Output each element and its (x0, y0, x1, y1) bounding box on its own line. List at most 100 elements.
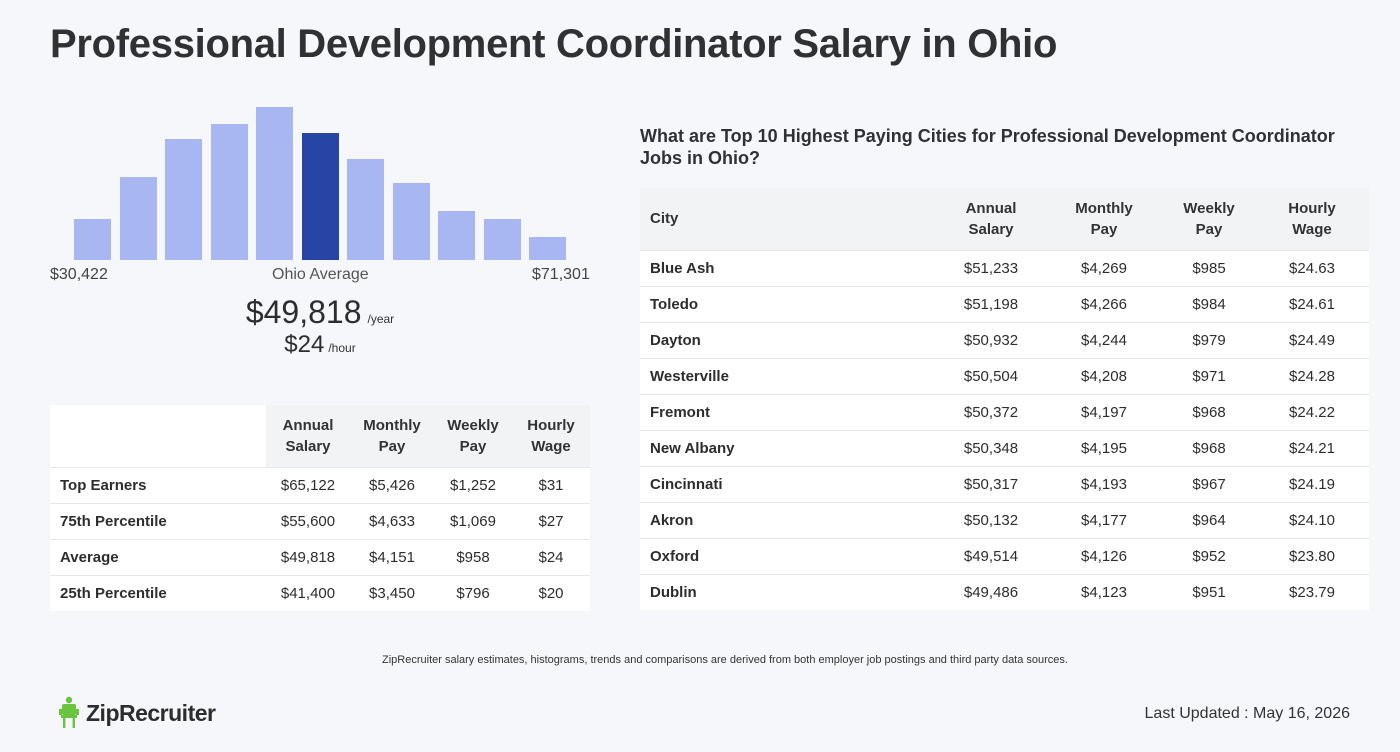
column-header: City (640, 188, 937, 250)
table-cell: $20 (512, 574, 590, 611)
table-cell: $968 (1163, 429, 1255, 466)
table-cell: $24.63 (1255, 249, 1369, 286)
table-cell: $55,600 (266, 502, 350, 539)
column-header: Annual Salary (937, 188, 1045, 250)
table-cell: $985 (1163, 249, 1255, 286)
histogram-bar (119, 177, 157, 260)
table-cell: $24.22 (1255, 393, 1369, 430)
row-label: Westerville (640, 357, 937, 394)
average-annual-unit: /year (367, 312, 395, 326)
table-cell: $49,818 (266, 538, 350, 575)
histogram-bar-average (301, 133, 339, 260)
histogram-bar (392, 183, 430, 260)
table-cell: $51,198 (937, 285, 1045, 322)
table-cell: $4,126 (1045, 537, 1163, 574)
row-label: New Albany (640, 429, 937, 466)
table-cell: $971 (1163, 357, 1255, 394)
data-source-footnote: ZipRecruiter salary estimates, histogram… (382, 654, 1068, 666)
table-cell: $4,123 (1045, 573, 1163, 610)
table-cell: $49,486 (937, 573, 1045, 610)
table-cell: $4,208 (1045, 357, 1163, 394)
histogram-bar (529, 237, 566, 260)
histogram-bar (483, 219, 521, 260)
table-cell: $4,197 (1045, 393, 1163, 430)
table-cell: $984 (1163, 285, 1255, 322)
column-header: Hourly Wage (1255, 188, 1369, 250)
table-cell: $952 (1163, 537, 1255, 574)
column-header (50, 405, 266, 467)
table-cell: $967 (1163, 465, 1255, 502)
table-cell: $951 (1163, 573, 1255, 610)
table-cell: $968 (1163, 393, 1255, 430)
row-label: Blue Ash (640, 249, 937, 286)
column-header: Monthly Pay (350, 405, 434, 467)
table-cell: $31 (512, 466, 590, 503)
city-row: Cincinnati $50,317 $4,193 $967 $24.19 (640, 465, 1369, 502)
table-cell: $24.49 (1255, 321, 1369, 358)
table-cell: $24 (512, 538, 590, 575)
table-cell: $41,400 (266, 574, 350, 611)
table-cell: $50,132 (937, 501, 1045, 538)
city-row: Westerville $50,504 $4,208 $971 $24.28 (640, 357, 1369, 394)
histogram-bar (256, 107, 293, 260)
table-cell: $24.10 (1255, 501, 1369, 538)
column-header: Weekly Pay (1163, 188, 1255, 250)
table-cell: $50,317 (937, 465, 1045, 502)
table-cell: $4,193 (1045, 465, 1163, 502)
row-label: Fremont (640, 393, 937, 430)
city-row: Blue Ash $51,233 $4,269 $985 $24.63 (640, 249, 1369, 286)
table-cell: $4,151 (350, 538, 434, 575)
table-cell: $65,122 (266, 466, 350, 503)
row-label: Dayton (640, 321, 937, 358)
table-cell: $27 (512, 502, 590, 539)
average-hourly-unit: /hour (328, 341, 356, 355)
city-row: Toledo $51,198 $4,266 $984 $24.61 (640, 285, 1369, 322)
average-hourly-wage: $24/hour (0, 331, 640, 359)
ziprecruiter-logo[interactable]: ZipRecruiter (58, 696, 216, 730)
table-cell: $49,514 (937, 537, 1045, 574)
percentile-salary-table: Annual Salary Monthly Pay Weekly Pay Hourly Wag… (50, 405, 590, 611)
table-cell: $24.19 (1255, 465, 1369, 502)
table-cell: $51,233 (937, 249, 1045, 286)
table-cell: $50,504 (937, 357, 1045, 394)
row-label: Cincinnati (640, 465, 937, 502)
histogram-min-label: $30,422 (50, 266, 108, 283)
column-header: Weekly Pay (434, 405, 512, 467)
city-row: Akron $50,132 $4,177 $964 $24.10 (640, 501, 1369, 538)
top-cities-table: City Annual Salary Monthly Pay Weekly Pay Hourl… (640, 188, 1369, 610)
histogram-bar (165, 139, 202, 260)
table-cell: $23.79 (1255, 573, 1369, 610)
table-cell: $1,069 (434, 502, 512, 539)
row-label: Toledo (640, 285, 937, 322)
average-annual-salary: $49,818/year (0, 294, 640, 331)
table-cell: $50,348 (937, 429, 1045, 466)
row-label: Akron (640, 501, 937, 538)
table-cell: $4,266 (1045, 285, 1163, 322)
histogram-max-label: $71,301 (532, 266, 590, 283)
average-hourly-value: $24 (284, 331, 325, 358)
table-cell: $979 (1163, 321, 1255, 358)
table-cell: $24.21 (1255, 429, 1369, 466)
table-cell: $50,932 (937, 321, 1045, 358)
table-cell: $24.61 (1255, 285, 1369, 322)
average-annual-value: $49,818 (245, 294, 362, 330)
row-label: Average (50, 538, 266, 575)
city-row: New Albany $50,348 $4,195 $968 $24.21 (640, 429, 1369, 466)
table-row: 75th Percentile $55,600 $4,633 $1,069 $27 (50, 502, 590, 539)
last-updated: Last Updated : May 16, 2026 (1144, 705, 1350, 722)
row-label: Dublin (640, 573, 937, 610)
row-label: 25th Percentile (50, 574, 266, 611)
column-header: Hourly Wage (512, 405, 590, 467)
table-cell: $964 (1163, 501, 1255, 538)
column-header: Annual Salary (266, 405, 350, 467)
city-row: Dayton $50,932 $4,244 $979 $24.49 (640, 321, 1369, 358)
table-cell: $23.80 (1255, 537, 1369, 574)
page-title: Professional Development Coordinator Sal… (50, 22, 1058, 66)
city-row: Dublin $49,486 $4,123 $951 $23.79 (640, 573, 1369, 610)
top-cities-heading: What are Top 10 Highest Paying Cities fo… (640, 126, 1335, 168)
table-cell: $24.28 (1255, 357, 1369, 394)
table-cell: $796 (434, 574, 512, 611)
row-label: Top Earners (50, 466, 266, 503)
column-header: Monthly Pay (1045, 188, 1163, 250)
histogram-bar (74, 219, 111, 260)
